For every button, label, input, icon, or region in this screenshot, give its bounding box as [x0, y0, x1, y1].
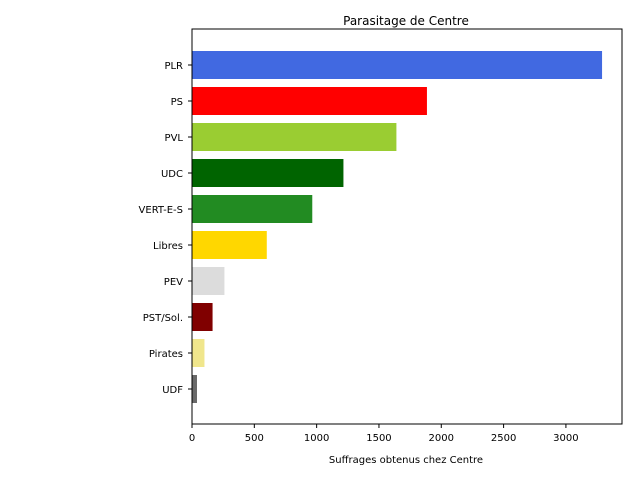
y-tick-label: VERT-E-S	[139, 205, 183, 216]
x-tick-label: 3000	[553, 433, 578, 444]
y-tick-label: UDC	[161, 169, 183, 180]
x-axis-label: Suffrages obtenus chez Centre	[329, 455, 483, 466]
plot-frame	[191, 28, 623, 425]
y-tick-label: PVL	[165, 133, 184, 144]
y-tick-label: PST/Sol.	[143, 313, 183, 324]
x-tick-label: 1000	[304, 433, 329, 444]
bar-pst-sol	[192, 303, 213, 331]
bar-ps	[192, 87, 427, 115]
bar-udc	[192, 159, 344, 187]
bar-vert-e-s	[192, 195, 313, 223]
x-tick-label: 2000	[429, 433, 454, 444]
bars-group	[192, 51, 603, 403]
y-tick-label: UDF	[162, 385, 183, 396]
x-tick-label: 2500	[491, 433, 516, 444]
bar-plr	[192, 51, 603, 79]
y-tick-label: PS	[171, 97, 183, 108]
bar-pvl	[192, 123, 397, 151]
bar-libres	[192, 231, 267, 259]
bar-pirates	[192, 339, 205, 367]
chart-title: Parasitage de Centre	[343, 14, 469, 28]
x-axis-ticks: 0 500 1000 1500 2000 2500 3000	[189, 424, 579, 444]
x-tick-label: 0	[189, 433, 195, 444]
y-tick-label: Libres	[153, 241, 183, 252]
y-axis-ticks: PLR PS PVL UDC VERT-E-S Libres PEV PST/Sol. Pira…	[139, 61, 192, 396]
x-tick-label: 500	[245, 433, 264, 444]
y-tick-label: PLR	[164, 61, 183, 72]
y-tick-label: PEV	[164, 277, 183, 288]
bar-udf	[192, 375, 197, 403]
bar-pev	[192, 267, 225, 295]
x-tick-label: 1500	[366, 433, 391, 444]
y-tick-label: Pirates	[149, 349, 183, 360]
